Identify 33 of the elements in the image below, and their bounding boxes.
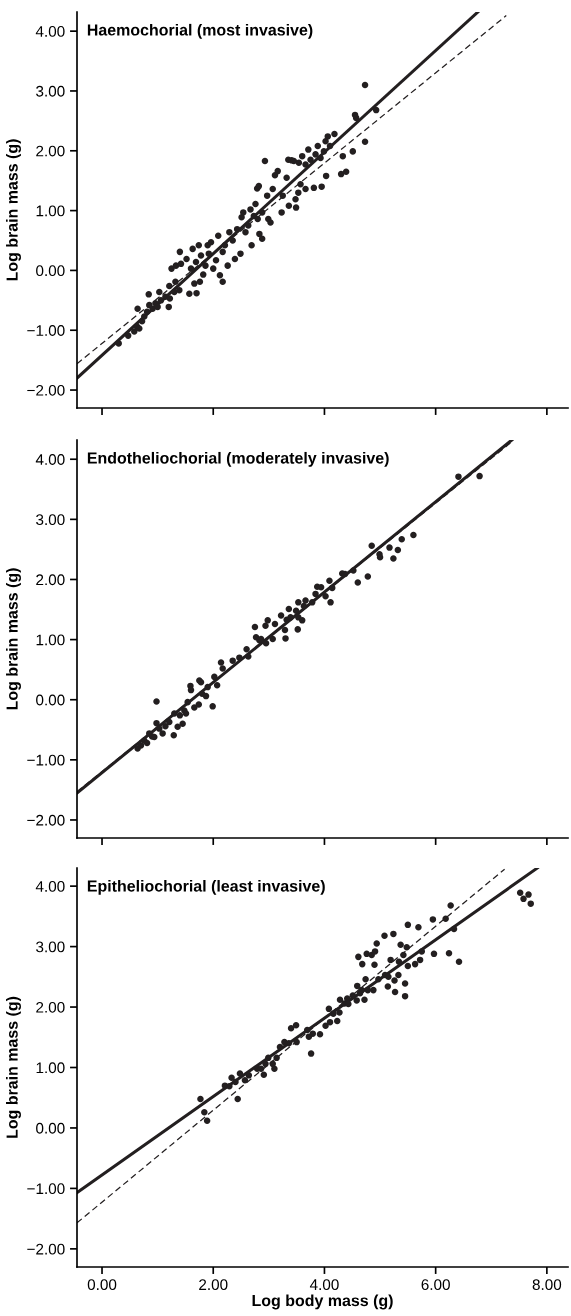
x-tick-label: 2.00 (199, 1279, 228, 1291)
y-tick-label: 4.00 (35, 454, 65, 465)
text: Haemochorial (most invasive) (87, 23, 313, 39)
y-tick-label: 2.00 (36, 1001, 65, 1013)
x-tick-label: 6.00 (421, 1279, 450, 1291)
y-tick-label: −2.00 (27, 814, 65, 826)
y-tick-label: 1.00 (36, 1062, 65, 1074)
x-tick-label: 4.00 (309, 1279, 339, 1291)
x-axis-title: Log body mass (g) (252, 1294, 393, 1310)
y-tick-label: 2.00 (36, 145, 65, 157)
y-tick-label: −2.00 (27, 384, 65, 396)
y-tick-label: 3.00 (36, 514, 65, 526)
y-tick-label: 3.00 (36, 85, 65, 97)
y-axis-title: Log brain mass (g) (6, 996, 21, 1138)
text: Epitheliochorial (least invasive) (87, 879, 325, 895)
x-tick-label: 8.00 (532, 1279, 562, 1291)
y-tick-label: −2.00 (27, 1243, 65, 1255)
y-axis-title: Log brain mass (g) (6, 568, 21, 710)
x-tick-label: 0.00 (87, 1279, 117, 1291)
y-tick-label: 4.00 (35, 881, 65, 892)
y-tick-label: 0.00 (36, 1122, 65, 1134)
y-tick-label: 0.00 (36, 694, 65, 706)
y-tick-label: 4.00 (35, 26, 65, 37)
y-tick-label: 0.00 (36, 265, 65, 277)
y-tick-label: 3.00 (36, 941, 65, 953)
y-tick-label: 1.00 (36, 634, 65, 646)
y-tick-label: −1.00 (27, 754, 65, 766)
text: Endotheliochorial (moderately invasive) (87, 451, 389, 467)
y-tick-label: −1.00 (27, 1183, 65, 1195)
y-tick-label: −1.00 (27, 325, 65, 336)
y-tick-label: 2.00 (36, 574, 65, 586)
y-axis-title: Log brain mass (g) (6, 139, 21, 281)
y-tick-label: 1.00 (36, 205, 65, 217)
